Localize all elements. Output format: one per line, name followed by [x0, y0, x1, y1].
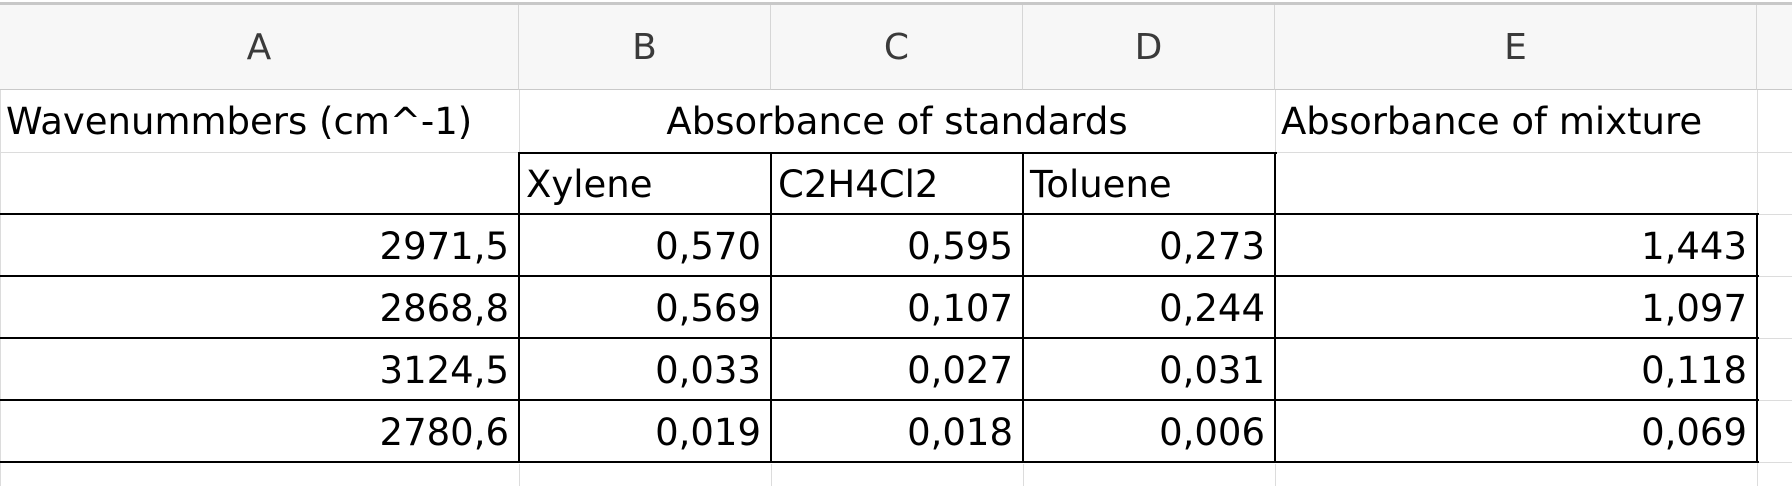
cell-a4[interactable]: 2868,8 [379, 286, 509, 330]
cell-c6[interactable]: 0,018 [907, 410, 1013, 454]
gridline [0, 90, 1, 486]
cell-border [518, 152, 520, 463]
cell-d4[interactable]: 0,244 [1159, 286, 1265, 330]
gridline [1757, 214, 1792, 215]
cell-b3[interactable]: 0,570 [655, 224, 761, 268]
cell-border [1756, 213, 1758, 463]
cell-a5[interactable]: 3124,5 [379, 348, 509, 392]
gridline [1757, 338, 1792, 339]
gridline [1757, 400, 1792, 401]
cell-border [1274, 152, 1276, 463]
cell-c2[interactable]: C2H4Cl2 [778, 162, 939, 206]
gridline [1275, 464, 1276, 486]
cell-border [0, 213, 1759, 215]
cell-e1[interactable]: Absorbance of mixture [1281, 99, 1703, 143]
cell-a6[interactable]: 2780,6 [379, 410, 509, 454]
cell-c3[interactable]: 0,595 [907, 224, 1013, 268]
gridline [1757, 276, 1792, 277]
gridline [519, 90, 520, 152]
gridline [771, 464, 772, 486]
cell-border [770, 152, 772, 463]
cell-d3[interactable]: 0,273 [1159, 224, 1265, 268]
cell-border [0, 461, 1759, 463]
cell-border [0, 399, 1759, 401]
cell-border [0, 275, 1759, 277]
cell-e2[interactable] [1276, 153, 1756, 215]
cell-border [1022, 152, 1024, 463]
column-header-b[interactable]: B [519, 5, 771, 90]
gridline [1275, 90, 1276, 152]
gridline [1757, 462, 1792, 463]
column-header-d[interactable]: D [1023, 5, 1275, 90]
gridline [1023, 464, 1024, 486]
cell-a2[interactable] [0, 153, 519, 215]
cell-e3[interactable]: 1,443 [1641, 224, 1747, 268]
cell-a3[interactable]: 2971,5 [379, 224, 509, 268]
column-header-f[interactable] [1757, 5, 1792, 90]
gridline [0, 152, 519, 153]
gridline [1275, 152, 1757, 153]
cell-c4[interactable]: 0,107 [907, 286, 1013, 330]
cell-b6[interactable]: 0,019 [655, 410, 761, 454]
cell-e5[interactable]: 0,118 [1641, 348, 1747, 392]
column-header-a[interactable]: A [0, 5, 519, 90]
cell-b5[interactable]: 0,033 [655, 348, 761, 392]
cell-a1[interactable]: Wavenummbers (cm^-1) [6, 99, 473, 143]
cell-border [519, 152, 1277, 154]
cell-b2[interactable]: Xylene [526, 162, 653, 206]
cell-e6[interactable]: 0,069 [1641, 410, 1747, 454]
column-header-c[interactable]: C [771, 5, 1023, 90]
gridline [519, 464, 520, 486]
cell-d2[interactable]: Toluene [1030, 162, 1172, 206]
cell-c5[interactable]: 0,027 [907, 348, 1013, 392]
toolbar-divider [0, 2, 1792, 5]
gridline [1757, 152, 1792, 153]
cell-d5[interactable]: 0,031 [1159, 348, 1265, 392]
cell-e4[interactable]: 1,097 [1641, 286, 1747, 330]
column-header-e[interactable]: E [1275, 5, 1757, 90]
cell-b4[interactable]: 0,569 [655, 286, 761, 330]
cell-d6[interactable]: 0,006 [1159, 410, 1265, 454]
cell-b1-merged[interactable]: Absorbance of standards [666, 99, 1128, 143]
cell-border [0, 337, 1759, 339]
